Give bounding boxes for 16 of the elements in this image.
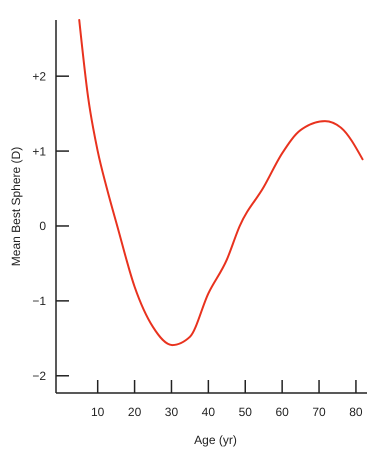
x-tick-label: 50 <box>238 405 252 419</box>
y-tick-label: −1 <box>32 294 46 308</box>
y-tick-label: +1 <box>32 144 46 158</box>
line-series <box>78 19 364 346</box>
x-tick-label: 70 <box>312 405 326 419</box>
x-tick-label: 10 <box>91 405 105 419</box>
x-tick-label: 40 <box>202 405 216 419</box>
x-axis-title: Age (yr) <box>194 433 237 447</box>
x-tick-label: 30 <box>164 405 178 419</box>
y-tick-label: −2 <box>32 368 46 383</box>
y-axis-title: Mean Best Sphere (D) <box>9 146 23 266</box>
y-tick-label: +2 <box>32 69 46 84</box>
x-tick-label: 60 <box>275 405 290 419</box>
x-tick-label: 20 <box>128 405 142 419</box>
y-tick-label: 0 <box>39 219 46 234</box>
x-tick-label: 80 <box>349 405 363 419</box>
